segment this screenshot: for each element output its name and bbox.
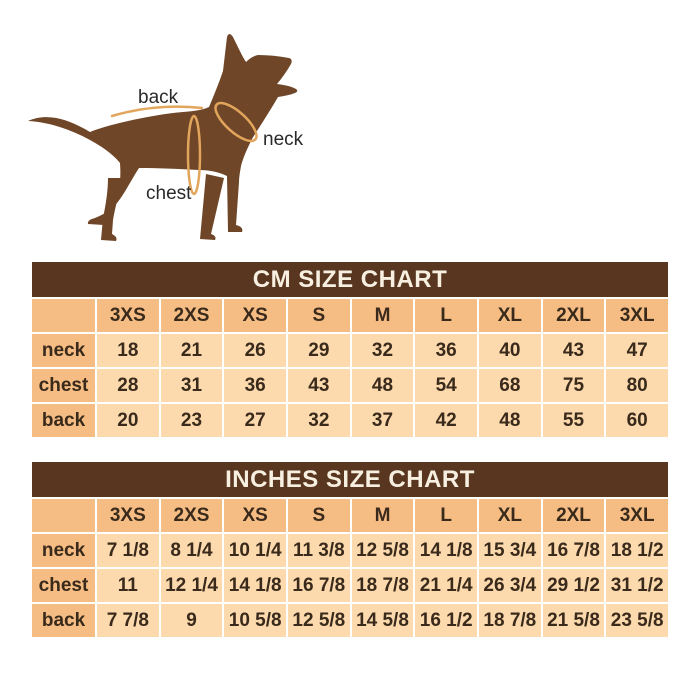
column-header: L	[415, 499, 477, 532]
size-value-cell: 11	[97, 569, 159, 602]
row-label: chest	[32, 569, 95, 602]
size-value-cell: 54	[415, 369, 477, 402]
column-header: 3XL	[606, 299, 668, 332]
column-header: 2XL	[542, 299, 605, 332]
size-value-cell: 21 5/8	[542, 604, 605, 637]
row-label: back	[32, 404, 95, 437]
cm-table-title-bar: CM SIZE CHART	[32, 262, 668, 297]
size-value-cell: 36	[415, 334, 477, 367]
size-value-cell: 48	[351, 369, 414, 402]
inches-table-title: INCHES SIZE CHART	[225, 465, 475, 493]
size-value-cell: 23 5/8	[606, 604, 668, 637]
size-value-cell: 21	[160, 334, 223, 367]
size-value-cell: 68	[479, 369, 541, 402]
size-value-cell: 8 1/4	[160, 534, 223, 567]
size-value-cell: 29	[288, 334, 350, 367]
size-value-cell: 36	[224, 369, 286, 402]
size-value-cell: 7 7/8	[97, 604, 159, 637]
dog-far-front-leg	[200, 174, 224, 240]
size-value-cell: 7 1/8	[97, 534, 159, 567]
column-header: 2XS	[160, 499, 223, 532]
size-value-cell: 28	[97, 369, 159, 402]
size-value-cell: 16 7/8	[542, 534, 605, 567]
size-value-cell: 14 1/8	[224, 569, 286, 602]
corner-cell	[32, 299, 95, 332]
size-value-cell: 18	[97, 334, 159, 367]
back-measure-arc	[110, 105, 204, 118]
size-value-cell: 75	[542, 369, 605, 402]
size-value-cell: 12 1/4	[160, 569, 223, 602]
dog-measurement-diagram: back neck chest	[0, 0, 700, 258]
row-label: neck	[32, 334, 95, 367]
size-value-cell: 40	[479, 334, 541, 367]
cm-size-grid: 3XS 2XS XS S M L XL 2XL 3XL neck 18 21 26 29 32 36 40 43 4…	[32, 299, 668, 437]
size-value-cell: 48	[479, 404, 541, 437]
size-value-cell: 12 5/8	[288, 604, 350, 637]
size-value-cell: 32	[288, 404, 350, 437]
cm-size-table: CM SIZE CHART 3XS 2XS XS S M L XL 2XL 3XL neck 18 2…	[32, 262, 668, 437]
column-header: 2XS	[160, 299, 223, 332]
size-value-cell: 60	[606, 404, 668, 437]
column-header: XS	[224, 299, 286, 332]
column-header: L	[415, 299, 477, 332]
size-value-cell: 80	[606, 369, 668, 402]
column-header: XL	[479, 499, 541, 532]
inches-table-title-bar: INCHES SIZE CHART	[32, 462, 668, 497]
dog-diagram-canvas	[28, 34, 298, 241]
size-value-cell: 9	[160, 604, 223, 637]
size-value-cell: 29 1/2	[542, 569, 605, 602]
size-value-cell: 21 1/4	[415, 569, 477, 602]
cm-table-title: CM SIZE CHART	[252, 265, 448, 293]
row-label: neck	[32, 534, 95, 567]
size-value-cell: 10 1/4	[224, 534, 286, 567]
column-header: XS	[224, 499, 286, 532]
size-value-cell: 42	[415, 404, 477, 437]
chest-label: chest	[146, 183, 192, 204]
size-value-cell: 18 1/2	[606, 534, 668, 567]
column-header: M	[351, 299, 414, 332]
inches-size-grid: 3XS 2XS XS S M L XL 2XL 3XL neck 7 1/8 8 1/4 10 1/4 1…	[32, 499, 668, 637]
size-value-cell: 18 7/8	[351, 569, 414, 602]
size-value-cell: 14 1/8	[415, 534, 477, 567]
size-value-cell: 10 5/8	[224, 604, 286, 637]
size-value-cell: 47	[606, 334, 668, 367]
size-value-cell: 14 5/8	[351, 604, 414, 637]
corner-cell	[32, 499, 95, 532]
size-value-cell: 16 1/2	[415, 604, 477, 637]
size-value-cell: 31 1/2	[606, 569, 668, 602]
column-header: 3XS	[97, 299, 159, 332]
size-value-cell: 15 3/4	[479, 534, 541, 567]
size-value-cell: 26 3/4	[479, 569, 541, 602]
size-value-cell: 31	[160, 369, 223, 402]
size-value-cell: 20	[97, 404, 159, 437]
size-value-cell: 26	[224, 334, 286, 367]
chest-measure-ellipse	[186, 114, 202, 196]
size-value-cell: 11 3/8	[288, 534, 350, 567]
back-label: back	[138, 87, 179, 108]
dog-silhouette	[28, 34, 298, 232]
size-value-cell: 23	[160, 404, 223, 437]
size-value-cell: 55	[542, 404, 605, 437]
column-header: XL	[479, 299, 541, 332]
size-value-cell: 27	[224, 404, 286, 437]
size-value-cell: 18 7/8	[479, 604, 541, 637]
row-label: back	[32, 604, 95, 637]
column-header: 2XL	[542, 499, 605, 532]
size-value-cell: 32	[351, 334, 414, 367]
column-header: 3XL	[606, 499, 668, 532]
size-value-cell: 12 5/8	[351, 534, 414, 567]
size-value-cell: 43	[288, 369, 350, 402]
inches-size-table: INCHES SIZE CHART 3XS 2XS XS S M L XL 2XL 3XL nec…	[32, 462, 668, 637]
neck-measure-ellipse	[214, 101, 258, 143]
column-header: S	[288, 499, 350, 532]
row-label: chest	[32, 369, 95, 402]
size-value-cell: 43	[542, 334, 605, 367]
column-header: S	[288, 299, 350, 332]
size-value-cell: 37	[351, 404, 414, 437]
neck-label: neck	[263, 129, 304, 150]
size-value-cell: 16 7/8	[288, 569, 350, 602]
column-header: M	[351, 499, 414, 532]
column-header: 3XS	[97, 499, 159, 532]
